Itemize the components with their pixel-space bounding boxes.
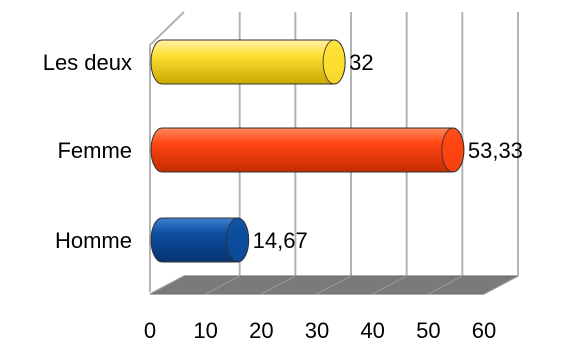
labels: 0 10 20 30 40 50 60 Les deux 32 Femme 53,33 Homme 14…: [43, 50, 523, 343]
x-tick-label: 30: [305, 318, 329, 343]
floor-gridline: [483, 275, 519, 295]
floor-gridline: [205, 275, 240, 295]
bar-homme: [150, 217, 250, 263]
chart-back-wall: [149, 11, 185, 292]
chart-floor: [149, 275, 519, 295]
bar-end-cap: [441, 127, 465, 173]
x-tick-label: 20: [249, 318, 273, 343]
category-label: Femme: [57, 138, 132, 163]
data-label: 53,33: [468, 138, 523, 163]
category-label: Homme: [55, 228, 132, 253]
x-tick-label: 0: [144, 318, 156, 343]
bar-body: [150, 39, 346, 85]
bars: [150, 39, 465, 263]
bar-body: [150, 127, 465, 173]
floor-gridline: [149, 275, 185, 295]
bar-femme: [150, 127, 465, 173]
floor-gridline: [261, 275, 296, 295]
x-tick-label: 40: [360, 318, 384, 343]
floor-gridline: [316, 275, 352, 295]
x-tick-label: 50: [416, 318, 440, 343]
category-label: Les deux: [43, 50, 132, 75]
floor-gridline: [372, 275, 407, 295]
x-tick-label: 10: [193, 318, 217, 343]
data-label: 32: [349, 50, 373, 75]
floor-gridline: [428, 275, 463, 295]
bar-les-deux: [150, 39, 346, 85]
bar-end-cap: [226, 217, 250, 263]
x-tick-label: 60: [472, 318, 496, 343]
data-label: 14,67: [253, 228, 308, 253]
bar-end-cap: [322, 39, 346, 85]
